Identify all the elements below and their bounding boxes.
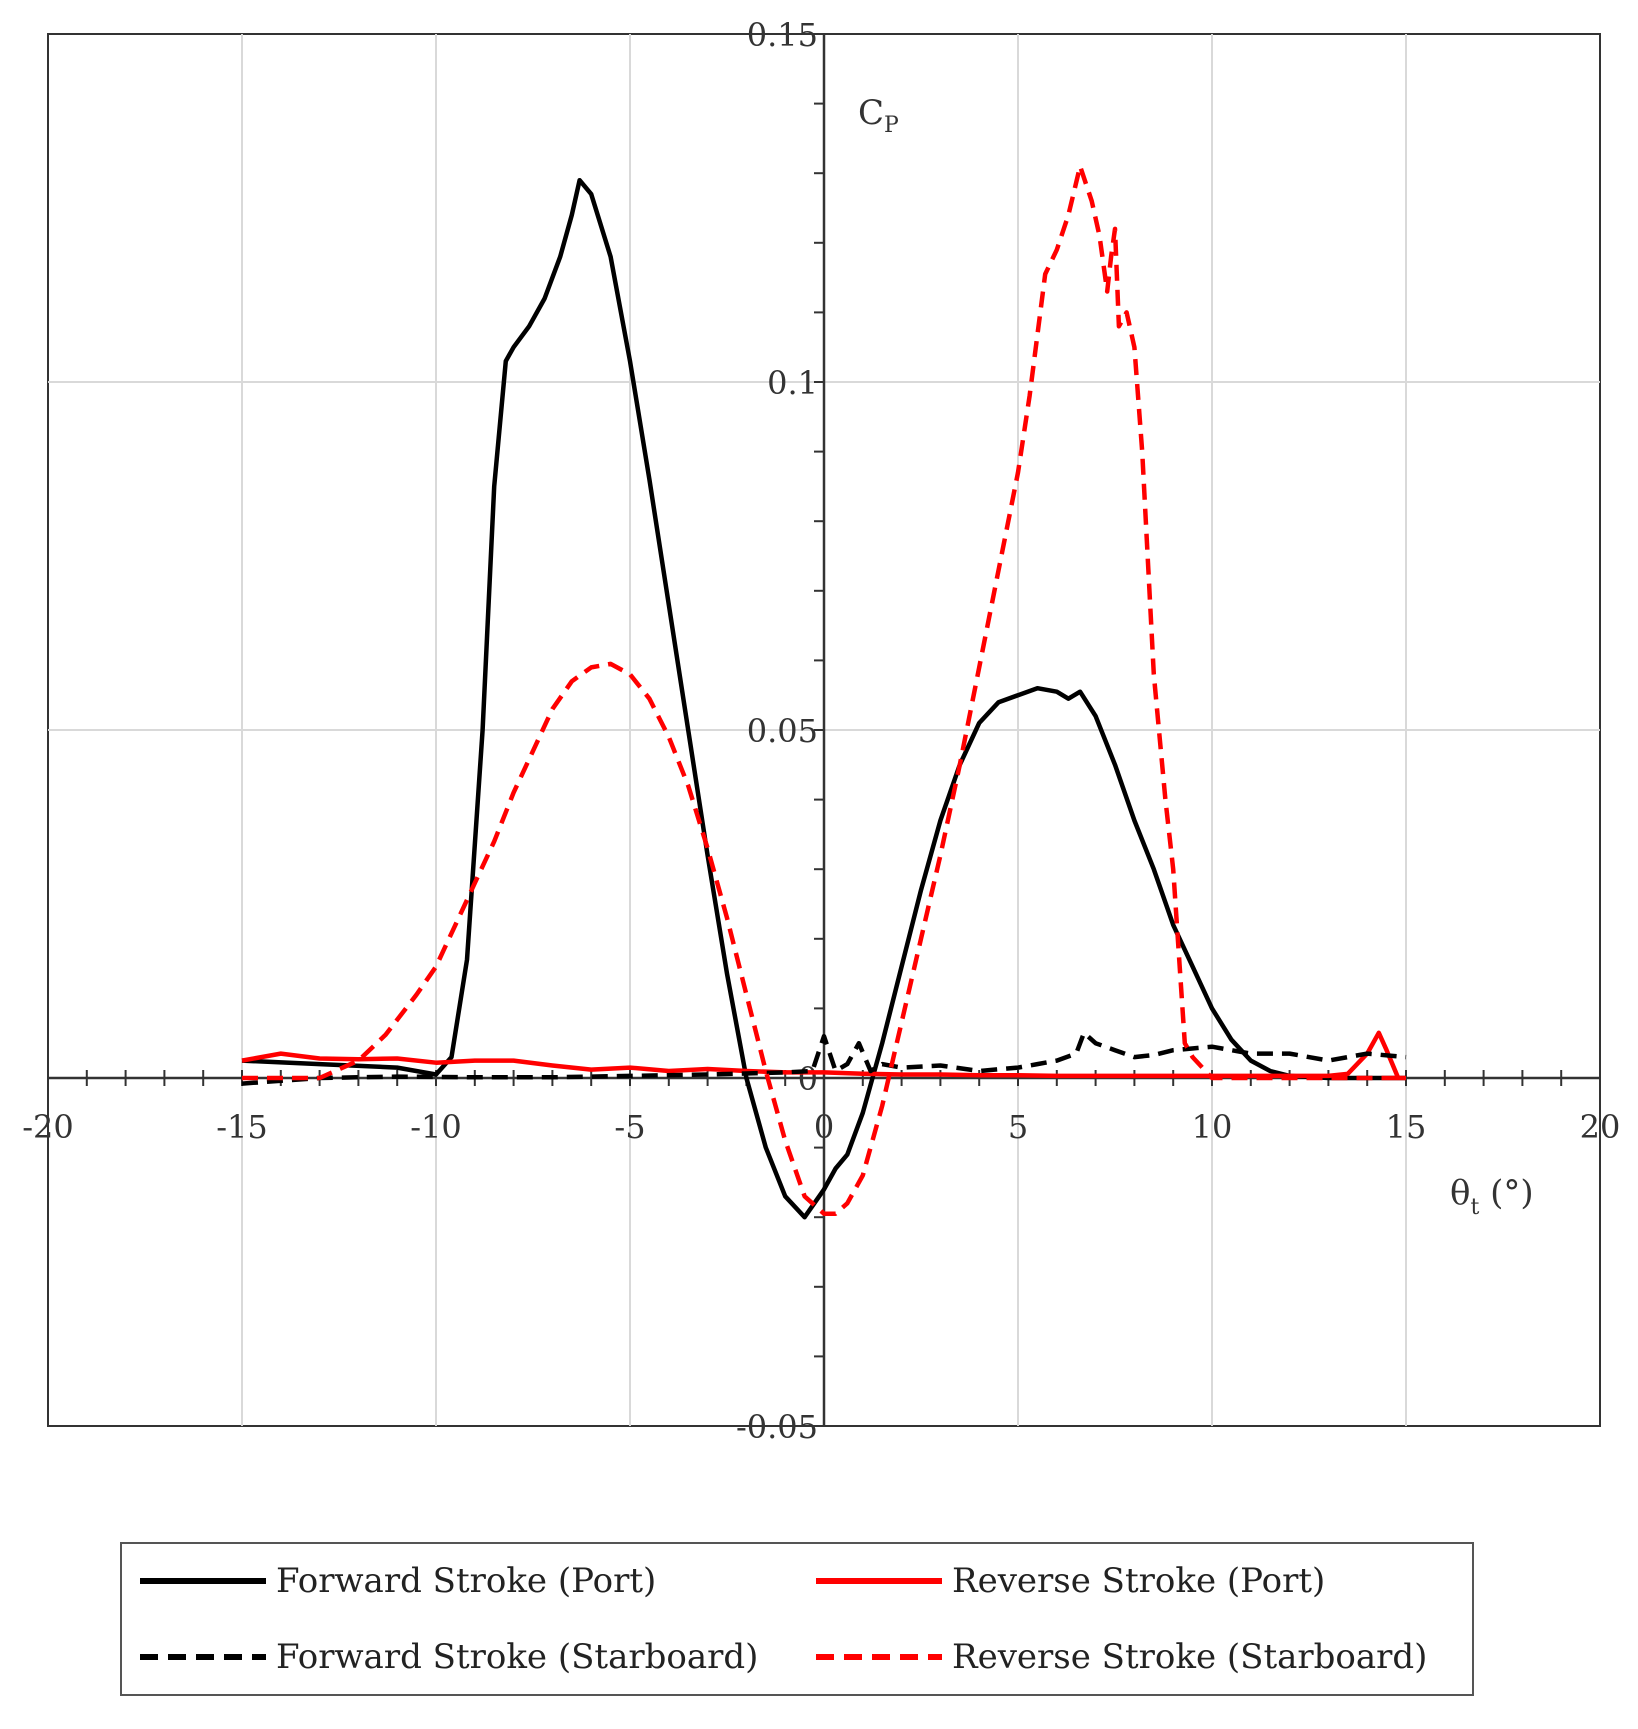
y-axis-title-sub: P	[884, 113, 899, 138]
series-line-2	[241, 1030, 1406, 1081]
legend-label-forward-port: Forward Stroke (Port)	[276, 1561, 657, 1601]
x-tick-label: 20	[1580, 1108, 1621, 1146]
x-axis-title-main: θ	[1450, 1173, 1470, 1213]
series-line-3	[241, 1030, 1407, 1086]
legend-item-forward-port: Forward Stroke (Port)	[140, 1556, 656, 1606]
series-line-1	[241, 177, 1406, 1220]
legend-swatch-reverse-starboard	[816, 1654, 942, 1660]
y-tick-label: 0.15	[747, 16, 818, 54]
legend-item-reverse-port: Reverse Stroke (Port)	[816, 1556, 1325, 1606]
legend-label-reverse-starboard: Reverse Stroke (Starboard)	[952, 1637, 1428, 1677]
y-tick-label: 0.05	[747, 712, 818, 750]
series-line-4	[242, 163, 1406, 1216]
x-tick-labels: -20 -15 -10 -5 0 5 10 15 20	[22, 1108, 1620, 1146]
x-tick-label: -20	[22, 1108, 74, 1146]
legend-item-forward-starboard: Forward Stroke (Starboard)	[140, 1632, 758, 1682]
y-axis-title-main: C	[858, 93, 884, 133]
y-tick-label: 0.1	[767, 364, 818, 402]
x-tick-label: -5	[614, 1108, 645, 1146]
legend-swatch-forward-port	[140, 1578, 266, 1584]
legend-swatch-reverse-port	[816, 1578, 942, 1584]
x-tick-label: -15	[216, 1108, 268, 1146]
x-tick-label: 15	[1386, 1108, 1427, 1146]
y-axis-title: CP	[858, 93, 899, 138]
x-tick-label: 5	[1008, 1108, 1028, 1146]
x-axis-title: θt (°)	[1450, 1173, 1534, 1220]
legend-item-reverse-starboard: Reverse Stroke (Starboard)	[816, 1632, 1427, 1682]
x-axis-title-unit: (°)	[1479, 1173, 1533, 1213]
x-axis-title-sub: t	[1470, 1195, 1479, 1220]
legend-label-forward-starboard: Forward Stroke (Starboard)	[276, 1637, 759, 1677]
x-tick-label: 10	[1192, 1108, 1233, 1146]
legend: Forward Stroke (Port) Reverse Stroke (Po…	[120, 1542, 1474, 1696]
legend-swatch-forward-starboard	[140, 1654, 266, 1660]
series-layer	[241, 163, 1407, 1220]
y-tick-label: -0.05	[736, 1408, 818, 1446]
x-tick-label: -10	[410, 1108, 462, 1146]
legend-label-reverse-port: Reverse Stroke (Port)	[952, 1561, 1326, 1601]
x-tick-label: 0	[814, 1108, 834, 1146]
